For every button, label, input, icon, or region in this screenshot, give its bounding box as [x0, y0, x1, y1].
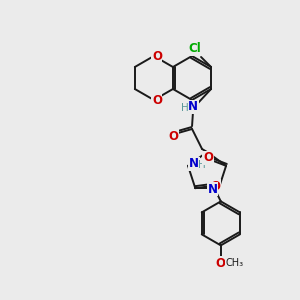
- Text: O: O: [152, 50, 162, 62]
- Text: O: O: [216, 257, 226, 270]
- Text: CH₃: CH₃: [226, 258, 244, 268]
- Text: N: N: [189, 157, 199, 170]
- Text: O: O: [168, 130, 178, 142]
- Text: Cl: Cl: [189, 43, 201, 56]
- Text: O: O: [203, 151, 213, 164]
- Text: N: N: [208, 183, 218, 196]
- Text: O: O: [152, 94, 162, 106]
- Text: O: O: [210, 180, 220, 193]
- Text: N: N: [188, 100, 198, 113]
- Text: H: H: [198, 160, 206, 170]
- Text: H: H: [181, 103, 189, 113]
